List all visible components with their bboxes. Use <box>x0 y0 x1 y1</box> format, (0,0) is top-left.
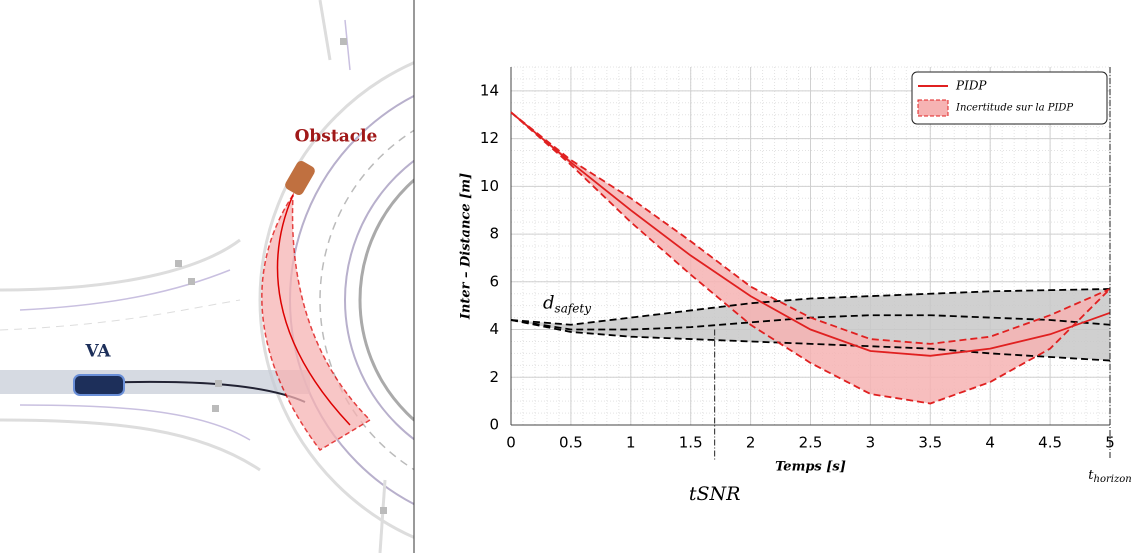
marker-label: thorizon <box>1088 468 1131 485</box>
x-tick-label: 0.5 <box>559 434 583 452</box>
y-tick-label: 12 <box>480 129 499 147</box>
legend-label: Incertitude sur la PIDP <box>955 103 1073 114</box>
x-tick-label: 4 <box>985 434 995 452</box>
y-tick-label: 10 <box>480 177 499 195</box>
marker-text: tSNR <box>689 483 741 505</box>
y-tick-label: 8 <box>489 225 499 243</box>
safety-label: dsafety <box>543 292 591 315</box>
x-tick-label: 3.5 <box>918 434 942 452</box>
legend-swatch <box>917 99 949 117</box>
x-tick-label: 1 <box>626 434 636 452</box>
safety-text: d <box>543 292 555 313</box>
marker-text: t <box>1088 468 1094 483</box>
x-tick-label: 2.5 <box>799 434 823 452</box>
safety-line <box>510 319 1111 362</box>
uncertainty-band <box>511 112 1110 404</box>
uncertainty-line <box>510 111 1111 405</box>
y-tick-label: 4 <box>489 320 499 338</box>
vehicle-label: VA <box>84 342 111 362</box>
x-axis-label: Temps [s] <box>775 460 846 475</box>
x-tick-label: 4.5 <box>1038 434 1062 452</box>
y-axis-label: Inter – Distance [m] <box>459 173 474 320</box>
pidp-line <box>510 111 1111 357</box>
x-tick-label: 1.5 <box>679 434 703 452</box>
legend-label: PIDP <box>955 79 987 93</box>
obstacle-label: Obstacle <box>295 127 378 147</box>
safety-line <box>510 288 1111 326</box>
y-tick-label: 0 <box>489 416 499 434</box>
roundabout-illustration: Obstacle VA <box>0 0 415 553</box>
y-tick-label: 2 <box>489 368 499 386</box>
x-tick-label: 0 <box>506 434 516 452</box>
marker-label: tSNR <box>689 483 741 505</box>
uncertainty-line <box>510 111 1111 345</box>
safety-sub: safety <box>555 301 592 315</box>
y-tick-label: 6 <box>489 272 499 290</box>
x-tick-label: 3 <box>866 434 876 452</box>
y-tick-label: 14 <box>480 81 499 99</box>
x-tick-label: 2 <box>746 434 756 452</box>
marker-sub: horizon <box>1094 474 1132 485</box>
legend-box <box>911 71 1108 125</box>
